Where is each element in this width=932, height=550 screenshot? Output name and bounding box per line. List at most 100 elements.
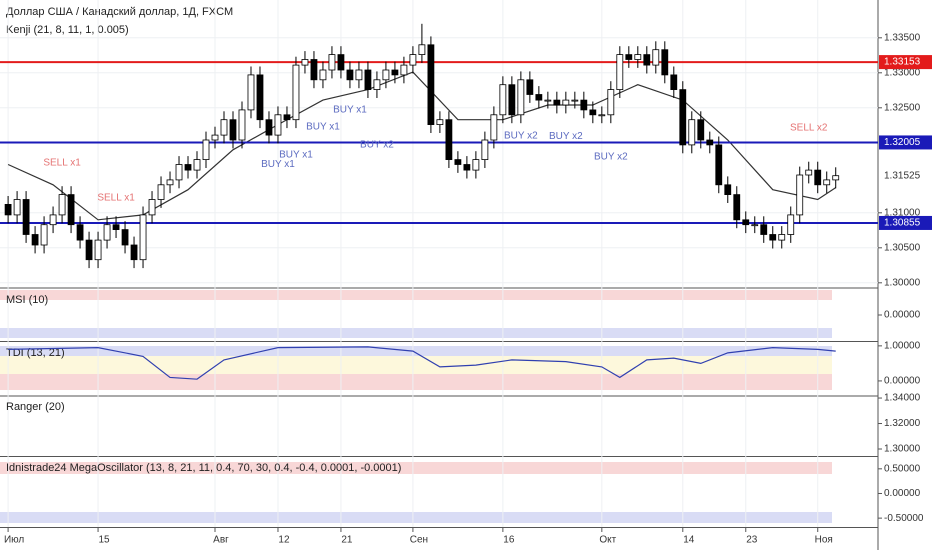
candle-body (175, 164, 183, 181)
candle-body (463, 164, 471, 171)
candle-body (616, 54, 624, 90)
level-label: 1.32005 (884, 137, 921, 148)
candle-body (517, 79, 525, 116)
y-tick-label: 0.00000 (884, 310, 921, 321)
signal-label: SELL x1 (43, 158, 81, 169)
y-tick-label: 1.34000 (884, 393, 921, 404)
x-tick-label: Сен (410, 535, 428, 546)
candle-body (670, 74, 678, 91)
y-tick-label: 0.00000 (884, 488, 921, 499)
candle-body (832, 175, 840, 181)
candle-body (724, 184, 732, 196)
last-price-label: 1.31525 (884, 171, 921, 182)
candle-body (571, 99, 579, 102)
candle-body (706, 139, 714, 146)
panel-title: Ranger (20) (6, 401, 65, 413)
candle-body (193, 159, 201, 171)
x-tick-label: Июл (4, 535, 24, 546)
candle-body (103, 224, 111, 241)
candle-body (166, 179, 174, 186)
candle-body (283, 114, 291, 121)
candle-body (490, 114, 498, 141)
candle-body (760, 224, 768, 235)
candle-body (823, 179, 831, 186)
x-tick-label: 14 (683, 535, 695, 546)
candle-body (679, 89, 687, 146)
x-tick-label: 23 (746, 535, 758, 546)
candle-body (121, 229, 129, 246)
signal-label: SELL x2 (790, 123, 828, 134)
y-tick-label: 1.33500 (884, 32, 921, 43)
candle-body (580, 99, 588, 111)
candle-body (94, 239, 102, 261)
candle-body (652, 49, 660, 66)
candle-body (751, 224, 759, 227)
candle-body (229, 119, 237, 141)
mega-lower-band (0, 512, 832, 523)
candle-body (553, 99, 561, 106)
indicator-title: Kenji (21, 8, 11, 1, 0.005) (6, 24, 129, 36)
candle-body (355, 69, 363, 81)
candle-body (67, 194, 75, 226)
candle-body (49, 214, 57, 226)
signal-label: BUY x2 (549, 131, 583, 142)
candle-body (256, 74, 264, 121)
level-label: 1.33153 (884, 57, 921, 68)
candle-body (292, 64, 300, 121)
chart-title: Доллар США / Канадский доллар, 1Д, FXCM (6, 6, 233, 18)
candle-body (346, 69, 354, 81)
candle-body (499, 84, 507, 116)
tdi-lower-band (0, 374, 832, 390)
candle-body (211, 134, 219, 141)
y-tick-label: 0.50000 (884, 463, 921, 474)
signal-label: BUY x1 (261, 159, 295, 170)
y-tick-label: 1.30000 (884, 444, 921, 455)
y-tick-label: -0.50000 (884, 513, 924, 524)
candle-body (769, 234, 777, 241)
candle-body (436, 119, 444, 125)
panel-title: MSI (10) (6, 294, 48, 306)
candle-body (274, 114, 282, 136)
mega-upper-band (0, 462, 832, 474)
tdi-line (8, 346, 836, 380)
signal-label: BUY x1 (279, 149, 313, 160)
candle-body (454, 159, 462, 165)
level-label-box (879, 215, 932, 230)
level-label-box (879, 55, 932, 70)
candle-body (688, 119, 696, 146)
x-tick-label: Авг (213, 535, 229, 546)
candle-body (247, 74, 255, 111)
signal-label: BUY x2 (360, 140, 394, 151)
candle-body (697, 119, 705, 141)
x-tick-label: 15 (98, 535, 110, 546)
panel-title: Idnistrade24 MegaOscillator (13, 8, 21, … (6, 462, 401, 474)
candle-body (76, 224, 84, 241)
candle-body (544, 99, 552, 102)
y-tick-label: 1.31000 (884, 207, 921, 218)
signal-label: BUY x2 (504, 130, 538, 141)
candle-body (814, 169, 822, 186)
panel-separators (0, 0, 879, 550)
candle-body (31, 234, 39, 246)
candle-body (391, 69, 399, 76)
msi-upper-band (0, 290, 832, 300)
candle-body (589, 109, 597, 116)
candle-body (202, 139, 210, 161)
signal-label: BUY x2 (594, 151, 628, 162)
candle-body (319, 69, 327, 81)
candle-body (643, 54, 651, 66)
x-tick-label: 21 (341, 535, 353, 546)
y-tick-label: 1.30000 (884, 277, 921, 288)
candle-body (526, 79, 534, 95)
candle-body (508, 84, 516, 116)
candle-body (220, 119, 228, 136)
candle-body (22, 199, 30, 235)
y-tick-label: 1.00000 (884, 340, 921, 351)
candle-body (85, 239, 93, 261)
candle-body (409, 54, 417, 66)
y-tick-label: 1.32000 (884, 418, 921, 429)
tdi-upper-band (0, 346, 832, 356)
candle-body (373, 79, 381, 91)
